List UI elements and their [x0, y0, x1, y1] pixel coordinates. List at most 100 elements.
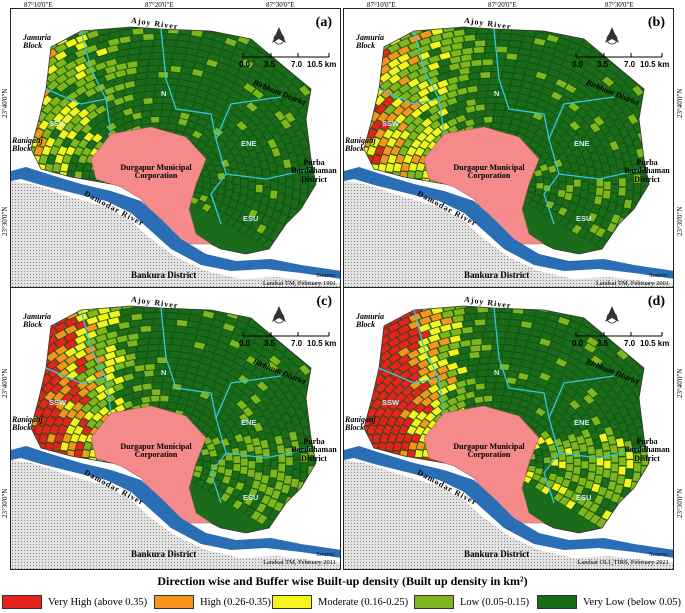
label-direction-ene: ENE	[241, 418, 257, 427]
label-bankura-district: Bankura District	[131, 549, 197, 559]
coord-top-87-10-b: 87°10'0"E	[367, 1, 396, 9]
coord-right-23-40-b: 23°40'0"N	[676, 88, 684, 118]
north-arrow-icon	[272, 306, 286, 324]
label-bankura-district: Bankura District	[131, 270, 197, 280]
municipal-corporation-area	[423, 405, 545, 524]
legend-swatch-low	[414, 595, 454, 609]
scale-label-1: 3.5	[264, 339, 276, 348]
source-note: Source: Landsat TM, February 2011	[263, 551, 336, 566]
riverbed-sand	[11, 460, 340, 569]
source-text: Landsat TM, February 1991	[262, 279, 336, 287]
coord-right-23-30-d: 23°30'0"N	[676, 488, 684, 518]
direction-boundaries	[45, 28, 312, 225]
coord-left-23-30-a: 23°30'0"N	[1, 206, 9, 236]
label-direction-n: N	[161, 368, 167, 377]
legend-title: Direction wise and Buffer wise Built-up …	[157, 574, 528, 588]
coord-right-23-30-b: 23°30'0"N	[676, 206, 684, 236]
map-canvas	[11, 26, 340, 290]
legend-item-moderate: Moderate (0.16-0.25)	[272, 594, 408, 610]
coord-left-23-40-a: 23°40'0"N	[1, 88, 9, 118]
source-note: Source: Landsat TM, February 1991	[263, 272, 336, 287]
legend-label-low: Low (0.05-0.15)	[460, 596, 530, 608]
label-direction-ssw: SSW	[382, 398, 400, 407]
scale-label-0: 0.0	[239, 339, 251, 348]
label-jamuria-block: Jamuria Block	[356, 312, 385, 330]
riverbed-sand	[11, 181, 340, 290]
label-bankura-district: Bankura District	[464, 549, 530, 559]
legend-item-very-low: Very Low (below 0.05)	[537, 594, 681, 610]
north-arrow-icon	[272, 27, 286, 45]
source-text: Landsat TM, February 2001	[595, 279, 669, 287]
label-bankura-district: Bankura District	[464, 270, 530, 280]
direction-boundaries	[378, 28, 645, 225]
label-raniganj-block: Raniganj Block	[345, 415, 376, 433]
panel-label: (c)	[316, 294, 332, 309]
scale-bar	[242, 332, 330, 337]
panel-label: (b)	[647, 15, 665, 30]
label-purba-barddhaman-district: Purba Barddhaman District	[291, 158, 337, 184]
damodar-river-shape	[344, 446, 673, 558]
label-jamuria-block: Jamuria Block	[23, 33, 52, 51]
panel-label: (a)	[315, 15, 332, 30]
direction-boundaries	[45, 307, 312, 504]
coord-top-87-10: 87°10'0"E	[24, 1, 53, 9]
coord-top-87-30: 87°30'0"E	[266, 1, 295, 9]
label-purba-barddhaman-district: Purba Barddhaman District	[291, 437, 337, 463]
riverbed-sand	[344, 181, 673, 290]
label-direction-esu: ESU	[576, 214, 592, 223]
source-heading: Source:	[316, 272, 336, 280]
scale-label-1: 3.5	[597, 339, 609, 348]
study-area-boundary	[363, 26, 650, 255]
scale-label-2: 7.0	[291, 339, 303, 348]
damodar-river-shape	[11, 446, 340, 558]
legend-swatch-very-high	[2, 595, 42, 609]
label-direction-n: N	[494, 368, 500, 377]
legend-label-moderate: Moderate (0.16-0.25)	[318, 596, 409, 608]
scale-label-0: 0.0	[572, 339, 584, 348]
legend: Very High (above 0.35) High (0.26-0.35) …	[2, 594, 685, 612]
legend-label-high: High (0.26-0.35)	[200, 596, 271, 608]
study-area-boundary	[30, 26, 317, 255]
scale-bar	[575, 332, 663, 337]
map-canvas	[11, 305, 340, 569]
direction-boundaries	[378, 307, 645, 504]
label-direction-ssw: SSW	[49, 119, 67, 128]
label-direction-esu: ESU	[243, 493, 259, 502]
legend-item-very-high: Very High (above 0.35)	[2, 594, 147, 610]
label-jamuria-block: Jamuria Block	[356, 33, 385, 51]
legend-label-very-high: Very High (above 0.35)	[48, 596, 148, 608]
label-purba-barddhaman-district: Purba Barddhaman District	[624, 158, 670, 184]
coord-right-23-40-d: 23°40'0"N	[676, 368, 684, 398]
source-heading: Source:	[649, 551, 669, 559]
label-direction-esu: ESU	[243, 214, 259, 223]
label-raniganj-block: Raniganj Block	[12, 136, 43, 154]
label-direction-ene: ENE	[574, 418, 590, 427]
coord-left-23-30-c: 23°30'0"N	[1, 488, 9, 518]
legend-item-high: High (0.26-0.35)	[154, 594, 271, 610]
scale-label-2: 7.0	[291, 60, 303, 69]
north-arrow-icon	[605, 306, 619, 324]
scale-bar	[575, 53, 663, 58]
map-panel-d: (d) 0.0 3.5 7.0 10.5 km Jamuria Block Raniganj…	[343, 287, 674, 570]
damodar-river-shape	[11, 167, 340, 279]
source-heading: Source:	[649, 272, 669, 280]
riverbed-sand	[344, 460, 673, 569]
legend-item-low: Low (0.05-0.15)	[414, 594, 529, 610]
label-direction-ssw: SSW	[49, 398, 67, 407]
label-direction-ssw: SSW	[382, 119, 400, 128]
north-arrow-icon	[605, 27, 619, 45]
municipal-corporation-area	[90, 126, 212, 245]
label-durgapur-municipal-corporation: Durgapur Municipal Corporation	[120, 442, 192, 460]
scale-label-1: 3.5	[597, 60, 609, 69]
label-durgapur-municipal-corporation: Durgapur Municipal Corporation	[453, 442, 525, 460]
scale-label-2: 7.0	[624, 60, 636, 69]
map-panel-c: (c) 0.0 3.5 7.0 10.5 km Jamuria Block Raniganj…	[10, 287, 341, 570]
source-text: Landsat OLI_TIRS, February 2021	[577, 558, 669, 566]
source-heading: Source:	[316, 551, 336, 559]
source-note: Source: Landsat OLI_TIRS, February 2021	[577, 551, 669, 566]
legend-swatch-very-low	[537, 595, 577, 609]
legend-label-very-low: Very Low (below 0.05)	[583, 596, 681, 608]
legend-swatch-high	[154, 595, 194, 609]
source-note: Source: Landsat TM, February 2001	[596, 272, 669, 287]
label-direction-n: N	[494, 89, 500, 98]
